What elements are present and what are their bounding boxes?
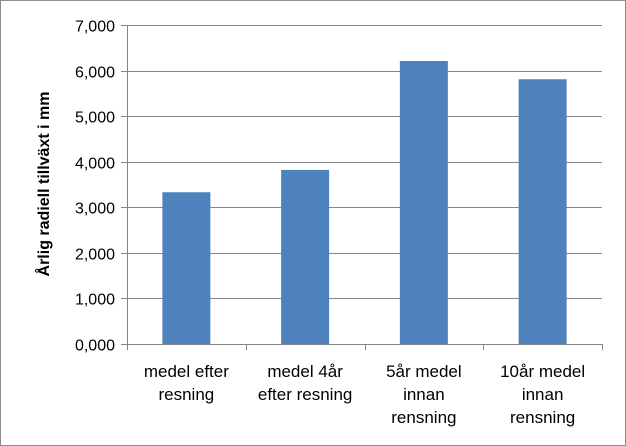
bar (281, 169, 330, 344)
y-tick-label: 2,000 (75, 247, 115, 264)
y-tick-label: 5,000 (75, 110, 115, 127)
y-tick-label: 3,000 (75, 201, 115, 218)
x-category-label: medel efter resning (144, 362, 229, 404)
y-tick-label: 7,000 (75, 19, 115, 36)
x-category-label: 10år medel innan rensning (500, 362, 585, 427)
bar (399, 61, 448, 344)
y-tick-label: 6,000 (75, 65, 115, 82)
y-axis-title: Årlig radiell tillväxt i mm (34, 92, 53, 277)
x-category-label: medel 4år efter resning (258, 362, 353, 404)
bar (162, 192, 211, 344)
y-tick-label: 4,000 (75, 156, 115, 173)
x-category-label: 5år medel innan rensning (386, 362, 462, 427)
y-tick-label: 1,000 (75, 292, 115, 309)
bar (518, 79, 567, 344)
y-tick-label: 0,000 (75, 338, 115, 355)
